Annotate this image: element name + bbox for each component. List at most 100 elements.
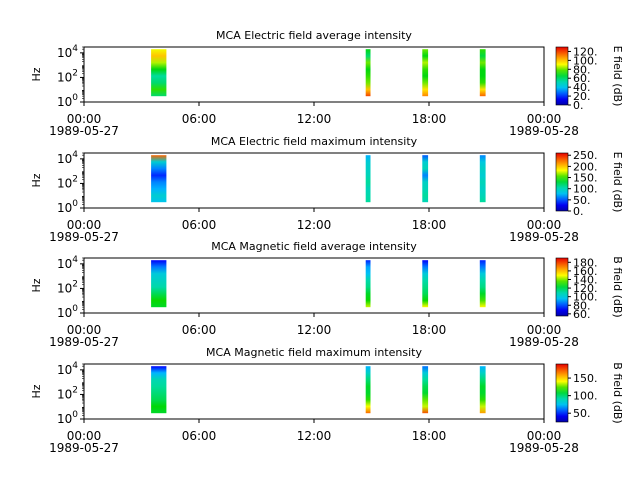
y-tick-label: 104: [57, 255, 78, 271]
colorbar: [555, 363, 569, 423]
panel-1: MCA Electric field average intensity 100 1…: [30, 29, 624, 138]
colorbar-tick-label: 20.: [573, 90, 591, 103]
colorbar-tick-label: 0.: [573, 205, 584, 218]
colorbar-tick-label: 140.: [573, 273, 598, 286]
x-tick-label: 00:00: [527, 112, 562, 126]
colorbar: [555, 152, 569, 212]
colorbar-tick-label: 160.: [573, 265, 598, 278]
x-tick-label: 18:00: [412, 218, 447, 232]
spectrogram-burst: [151, 155, 167, 203]
x-tick-label: 12:00: [297, 429, 332, 443]
colorbar: [555, 257, 569, 317]
colorbar-tick-label: 200.: [573, 160, 598, 173]
y-tick-label: 102: [57, 68, 78, 84]
spectrogram-burst: [365, 366, 371, 414]
spectrogram-burst: [365, 49, 371, 97]
panel-title: MCA Magnetic field maximum intensity: [206, 346, 422, 359]
colorbar-tick-label: 100.: [573, 390, 598, 403]
panel-3: MCA Magnetic field average intensity 100 1…: [30, 240, 624, 349]
x-tick-label: 06:00: [182, 218, 217, 232]
x-tick-label: 12:00: [297, 323, 332, 337]
spectrogram-burst: [422, 49, 429, 97]
colorbar-label: B field (dB): [611, 362, 624, 423]
colorbar-tick-label: 0.: [573, 99, 584, 112]
colorbar-tick-label: 50.: [573, 407, 591, 420]
panel-title: MCA Electric field average intensity: [216, 29, 412, 42]
colorbar-tick-label: 60.: [573, 72, 591, 85]
y-tick-label: 100: [57, 410, 78, 426]
y-axis-label: Hz: [30, 384, 43, 398]
y-axis-label: Hz: [30, 173, 43, 187]
x-tick-label: 00:00: [527, 429, 562, 443]
colorbar-tick-label: 80.: [573, 63, 591, 76]
y-tick-label: 104: [57, 150, 78, 166]
start-date-label: 1989-05-27: [49, 335, 119, 349]
end-date-label: 1989-05-28: [509, 441, 579, 455]
y-tick-label: 100: [57, 304, 78, 320]
colorbar-tick-label: 60.: [573, 308, 591, 321]
spectrogram-burst: [365, 260, 371, 308]
x-tick-label: 00:00: [67, 323, 102, 337]
spectrogram-burst: [479, 49, 486, 97]
end-date-label: 1989-05-28: [509, 230, 579, 244]
y-tick-label: 102: [57, 174, 78, 190]
colorbar-tick-label: 120.: [573, 45, 598, 58]
panel-title: MCA Magnetic field average intensity: [211, 240, 417, 253]
x-tick-label: 18:00: [412, 429, 447, 443]
x-tick-label: 00:00: [67, 429, 102, 443]
y-axis-label: Hz: [30, 67, 43, 81]
x-tick-label: 06:00: [182, 112, 217, 126]
spectrogram-burst: [422, 155, 429, 203]
spectrogram-burst: [151, 49, 167, 97]
panel-2: MCA Electric field maximum intensity 100 1…: [30, 135, 624, 244]
colorbar: [555, 46, 569, 106]
x-tick-label: 00:00: [67, 218, 102, 232]
x-tick-label: 06:00: [182, 323, 217, 337]
spectrogram-burst: [151, 366, 167, 414]
colorbar-tick-label: 80.: [573, 299, 591, 312]
x-tick-label: 06:00: [182, 429, 217, 443]
colorbar-tick-label: 150.: [573, 372, 598, 385]
y-tick-label: 100: [57, 93, 78, 109]
y-axis-label: Hz: [30, 278, 43, 292]
spectrogram-burst: [365, 155, 371, 203]
colorbar-tick-label: 250.: [573, 149, 598, 162]
spectrogram-burst: [151, 260, 167, 308]
colorbar-tick-label: 120.: [573, 282, 598, 295]
start-date-label: 1989-05-27: [49, 441, 119, 455]
spectrogram-burst: [422, 366, 429, 414]
x-tick-label: 00:00: [527, 218, 562, 232]
x-tick-label: 18:00: [412, 323, 447, 337]
colorbar-tick-label: 180.: [573, 256, 598, 269]
colorbar-label: B field (dB): [611, 256, 624, 317]
x-tick-label: 00:00: [527, 323, 562, 337]
x-tick-label: 12:00: [297, 218, 332, 232]
colorbar-label: E field (dB): [611, 152, 624, 213]
colorbar-tick-label: 150.: [573, 172, 598, 185]
colorbar-tick-label: 100.: [573, 291, 598, 304]
colorbar-tick-label: 50.: [573, 194, 591, 207]
colorbar-label: E field (dB): [611, 46, 624, 107]
colorbar-tick-label: 100.: [573, 183, 598, 196]
x-tick-label: 12:00: [297, 112, 332, 126]
y-tick-label: 104: [57, 44, 78, 60]
y-tick-label: 102: [57, 279, 78, 295]
x-tick-label: 00:00: [67, 112, 102, 126]
spectrogram-burst: [422, 260, 429, 308]
panel-title: MCA Electric field maximum intensity: [211, 135, 418, 148]
spectrogram-burst: [479, 366, 486, 414]
y-tick-label: 100: [57, 199, 78, 215]
start-date-label: 1989-05-27: [49, 230, 119, 244]
end-date-label: 1989-05-28: [509, 335, 579, 349]
y-tick-label: 102: [57, 385, 78, 401]
spectrogram-burst: [479, 260, 486, 308]
end-date-label: 1989-05-28: [509, 124, 579, 138]
spectrogram-burst: [479, 155, 486, 203]
y-tick-label: 104: [57, 361, 78, 377]
panel-4: MCA Magnetic field maximum intensity 100 1…: [30, 346, 624, 455]
colorbar-tick-label: 40.: [573, 81, 591, 94]
colorbar-tick-label: 100.: [573, 54, 598, 67]
start-date-label: 1989-05-27: [49, 124, 119, 138]
x-tick-label: 18:00: [412, 112, 447, 126]
